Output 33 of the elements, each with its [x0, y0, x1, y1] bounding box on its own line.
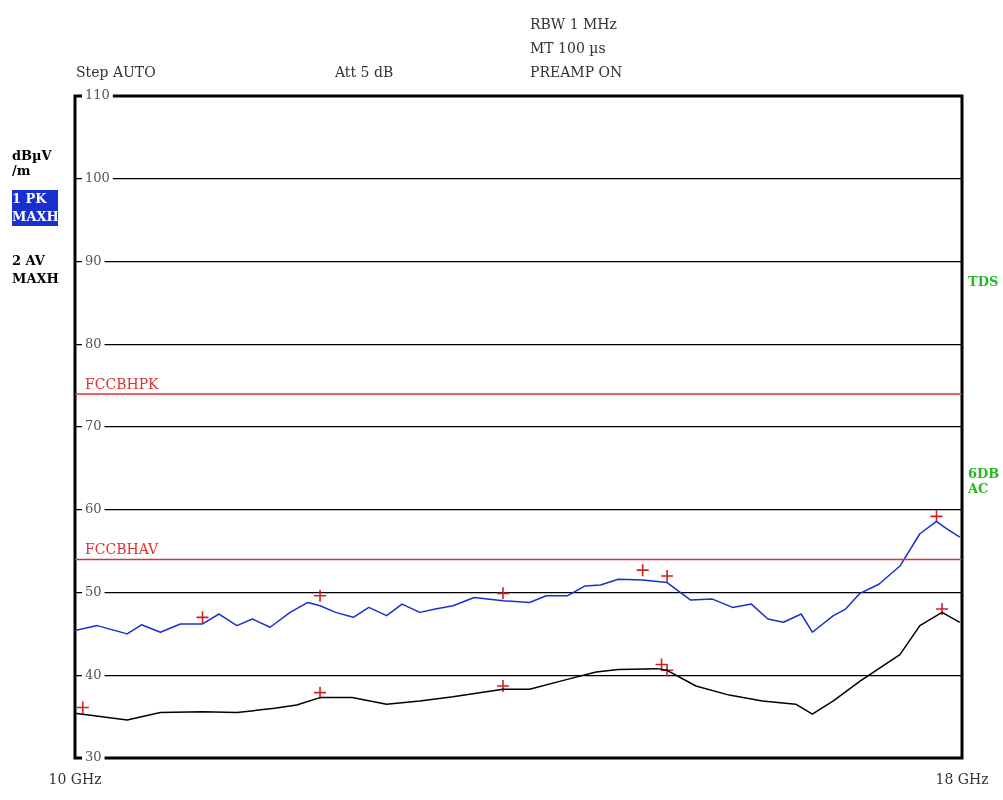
ref-line-label: FCCBHAV [85, 541, 160, 558]
text: 6DB AC [968, 466, 1001, 496]
y-tick-label: 50 [85, 583, 102, 599]
point [313, 589, 327, 603]
point [935, 602, 949, 616]
text: TDS [968, 274, 1000, 289]
y-axis-title: dBµV /m [12, 148, 53, 178]
text: Step AUTO [76, 64, 156, 80]
point [313, 685, 327, 700]
y-tick-label: 30 [85, 749, 102, 765]
y-tick-label: 100 [85, 170, 110, 186]
y-tick-label: 40 [85, 666, 102, 682]
point [929, 509, 944, 524]
y-tick-label: 60 [85, 501, 102, 517]
text: MT 100 µs [530, 40, 606, 56]
point [496, 586, 510, 601]
text: 1 PK MAXH [12, 190, 59, 226]
x-tick-label: 10 GHz [48, 771, 102, 788]
point [660, 569, 674, 583]
point [635, 563, 650, 577]
text: RBW 1 MHz [530, 16, 617, 32]
text: 2 AV MAXH [12, 252, 59, 288]
point [496, 679, 510, 693]
y-tick-label: 70 [85, 418, 102, 434]
y-tick-label: 110 [85, 87, 110, 103]
y-tick-label: 80 [85, 335, 102, 351]
y-tick-label: 90 [85, 252, 102, 268]
point [75, 700, 90, 715]
text: PREAMP ON [530, 64, 623, 80]
point [195, 610, 210, 625]
text: Att 5 dB [335, 64, 394, 80]
ref-line-label: FCCBHPK [85, 375, 160, 392]
x-tick-label: 18 GHz [935, 771, 989, 788]
